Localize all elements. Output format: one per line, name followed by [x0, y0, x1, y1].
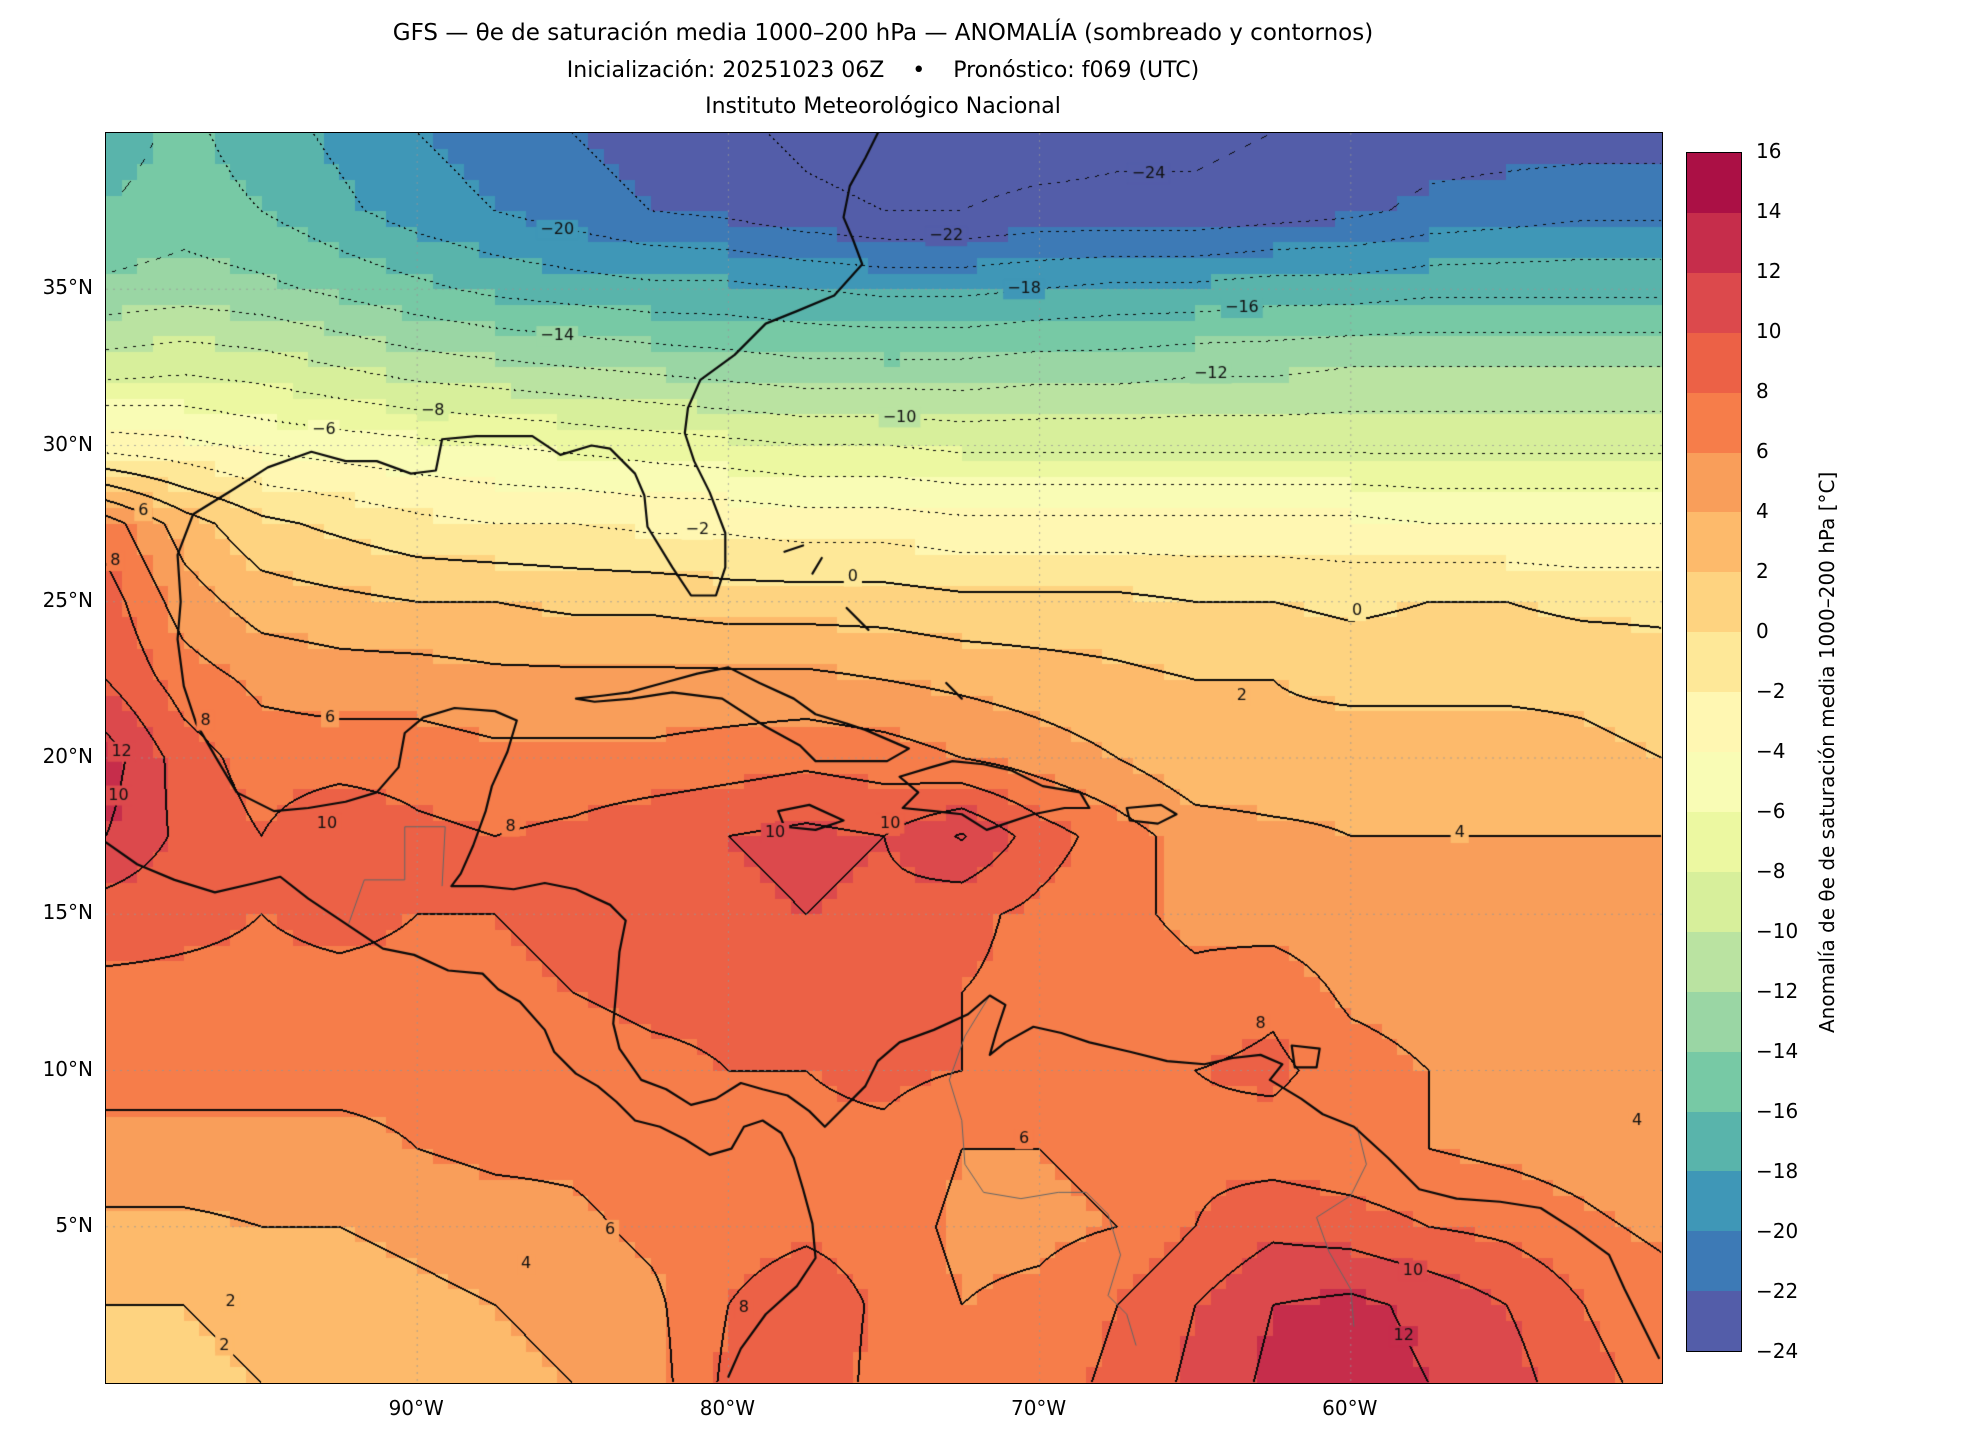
y-tick-label: 20°N: [42, 744, 93, 768]
y-tick-label: 15°N: [42, 900, 93, 925]
colorbar-band: [1687, 1171, 1741, 1232]
colorbar-band: [1687, 1111, 1741, 1172]
colorbar-tick-label: 2: [1756, 559, 1769, 583]
colorbar-tick-label: 10: [1756, 319, 1782, 343]
colorbar-band: [1687, 332, 1741, 393]
colorbar-band: [1687, 871, 1741, 932]
colorbar-tick-label: −18: [1756, 1159, 1799, 1183]
colorbar-band: [1687, 692, 1741, 753]
colorbar-band: [1687, 931, 1741, 992]
colorbar-band: [1687, 272, 1741, 333]
colorbar-tick-label: 14: [1756, 199, 1782, 223]
x-tick-label: 60°W: [1322, 1396, 1378, 1420]
colorbar-tick-label: 4: [1756, 499, 1769, 523]
colorbar-tick-label: −24: [1756, 1339, 1799, 1363]
colorbar-band: [1687, 1291, 1741, 1352]
y-tick-label: 10°N: [42, 1056, 93, 1081]
colorbar-tick-label: −6: [1756, 799, 1786, 823]
y-tick-label: 30°N: [42, 431, 93, 456]
colorbar-band: [1687, 1231, 1741, 1292]
colorbar-band: [1687, 153, 1741, 213]
colorbar-band: [1687, 991, 1741, 1052]
x-tick-label: 90°W: [388, 1396, 444, 1420]
colorbar-tick-label: 16: [1756, 139, 1782, 163]
colorbar-tick-label: −2: [1756, 679, 1786, 703]
colorbar-axis-label: Anomalía de θe de saturación media 1000–…: [1815, 471, 1839, 1033]
colorbar-tick-label: −14: [1756, 1039, 1799, 1063]
colorbar-tick-label: 6: [1756, 439, 1769, 463]
colorbar-tick-label: −22: [1756, 1279, 1799, 1303]
map-plot-area: 35°N 30°N 25°N 20°N 15°N 10°N 5°N 90°W 80°W 70°W…: [43, 132, 1663, 1420]
colorbar-band: [1687, 632, 1741, 693]
anomaly-contour-map: [105, 132, 1663, 1384]
colorbar-tick-label: −10: [1756, 919, 1799, 943]
colorbar-band: [1687, 1051, 1741, 1112]
colorbar-band: [1687, 452, 1741, 513]
colorbar-tick-label: 0: [1756, 619, 1769, 643]
colorbar-band: [1687, 572, 1741, 633]
x-tick-label: 80°W: [699, 1396, 755, 1420]
colorbar-band: [1687, 752, 1741, 812]
y-tick-label: 5°N: [55, 1212, 93, 1237]
colorbar-tick-label: −12: [1756, 979, 1799, 1003]
colorbar: [1686, 152, 1742, 1352]
colorbar-tick-label: −4: [1756, 739, 1786, 763]
y-tick-label: 25°N: [42, 587, 93, 612]
figure-institution: Instituto Meteorológico Nacional: [705, 94, 1061, 119]
colorbar-band: [1687, 512, 1741, 573]
y-tick-label: 35°N: [42, 275, 93, 300]
colorbar-tick-label: −8: [1756, 859, 1786, 883]
x-tick-label: 70°W: [1010, 1396, 1067, 1420]
colorbar-tick-label: 12: [1756, 259, 1782, 283]
figure-title: GFS — θe de saturación media 1000–200 hP…: [392, 20, 1374, 46]
colorbar-band: [1687, 392, 1741, 453]
colorbar-tick-label: −20: [1756, 1219, 1799, 1243]
colorbar-tick-label: −16: [1756, 1099, 1799, 1123]
colorbar-tick-label: 8: [1756, 379, 1769, 403]
figure-subtitle-init-forecast: Inicialización: 20251023 06Z • Pronóstic…: [566, 58, 1200, 83]
colorbar-band: [1687, 212, 1741, 273]
colorbar-band: [1687, 811, 1741, 872]
